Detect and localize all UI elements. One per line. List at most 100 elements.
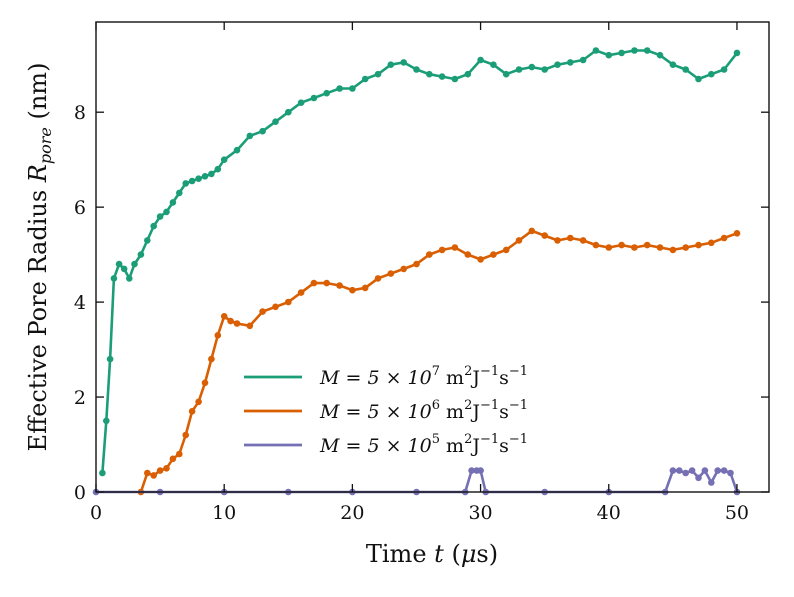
data-point [120, 265, 128, 273]
data-point [708, 70, 715, 78]
data-point [176, 450, 183, 458]
data-point [695, 241, 702, 249]
data-point [477, 56, 484, 64]
data-point [169, 455, 177, 463]
data-point [618, 241, 625, 249]
data-point [643, 241, 651, 249]
data-point [246, 322, 254, 330]
x-tick-label: 10 [212, 502, 236, 524]
data-point [567, 59, 574, 66]
data-point [272, 303, 279, 311]
data-point [400, 265, 408, 273]
data-point [246, 132, 254, 140]
data-point [99, 469, 106, 477]
data-point [150, 472, 157, 479]
data-point [233, 320, 241, 327]
x-tick-label: 0 [90, 502, 102, 524]
data-point [490, 251, 497, 258]
data-point [214, 332, 222, 339]
legend-label: M = 5 × 106 m2J−1s−1 [319, 398, 528, 423]
y-tick-label: 8 [74, 102, 86, 124]
series-1 [137, 227, 741, 496]
x-tick-label: 40 [597, 502, 621, 524]
y-tick-label: 2 [74, 387, 86, 409]
data-point [695, 75, 702, 83]
data-point [182, 431, 189, 439]
data-point [701, 467, 709, 474]
data-point [374, 275, 382, 282]
ticks-layer [95, 22, 769, 493]
data-point [272, 118, 279, 125]
legend-entry-1: M = 5 × 106 m2J−1s−1 [244, 398, 528, 423]
data-point [733, 230, 741, 237]
data-point [103, 417, 110, 425]
data-point [349, 286, 356, 294]
data-point [605, 51, 613, 59]
data-point [137, 251, 145, 258]
data-point [708, 479, 715, 486]
x-tick-label: 50 [725, 502, 749, 524]
data-point [669, 246, 677, 254]
data-point [110, 275, 118, 282]
x-axis-label: Time t (μs) [366, 540, 498, 568]
data-point [144, 237, 151, 244]
data-point [515, 237, 523, 244]
y-tick-label: 6 [74, 197, 86, 219]
data-point [323, 89, 331, 97]
legend-label: M = 5 × 107 m2J−1s−1 [319, 364, 528, 389]
data-point [579, 56, 587, 64]
data-point [682, 469, 689, 477]
data-point [631, 47, 638, 54]
data-point [259, 127, 266, 135]
data-point [208, 355, 215, 363]
data-point [714, 467, 721, 474]
data-point [195, 398, 202, 406]
tick-labels: 0 10 20 30 40 50 0 2 4 6 8 [74, 102, 749, 524]
data-point [541, 66, 548, 73]
data-point [528, 63, 536, 71]
data-point [156, 213, 164, 220]
data-point [297, 289, 305, 296]
data-point [592, 47, 600, 54]
data-point [426, 251, 433, 258]
data-point [669, 467, 677, 474]
data-point [310, 94, 318, 102]
data-point [502, 246, 510, 254]
data-point [464, 70, 472, 78]
data-point [150, 222, 157, 230]
data-point [126, 275, 133, 282]
y-axis-label: Effective Pore Radius Rpore (nm) [24, 63, 55, 452]
data-point [426, 70, 433, 78]
data-point [451, 244, 459, 251]
data-point [259, 308, 266, 315]
data-point [579, 237, 587, 244]
data-point [413, 66, 420, 73]
data-point [682, 244, 689, 251]
data-point [285, 298, 292, 306]
data-point [144, 469, 151, 477]
series-0 [99, 47, 741, 477]
data-point [682, 66, 689, 73]
plot-frame [95, 21, 770, 493]
data-point [336, 85, 343, 92]
data-point [656, 244, 664, 251]
legend-label: M = 5 × 105 m2J−1s−1 [319, 432, 528, 457]
data-point [631, 244, 638, 251]
data-point [115, 260, 123, 268]
data-point [733, 49, 741, 57]
data-point [169, 199, 177, 206]
data-point [567, 234, 574, 242]
data-point [156, 467, 164, 474]
y-tick-label: 4 [74, 292, 86, 314]
data-point [451, 75, 459, 83]
data-point [477, 256, 484, 263]
data-point [676, 467, 683, 474]
data-point [727, 469, 734, 477]
data-point [163, 208, 170, 216]
data-point [349, 85, 356, 92]
data-point [131, 260, 138, 268]
data-point [643, 47, 651, 54]
data-point [310, 279, 318, 287]
data-point [182, 180, 189, 187]
